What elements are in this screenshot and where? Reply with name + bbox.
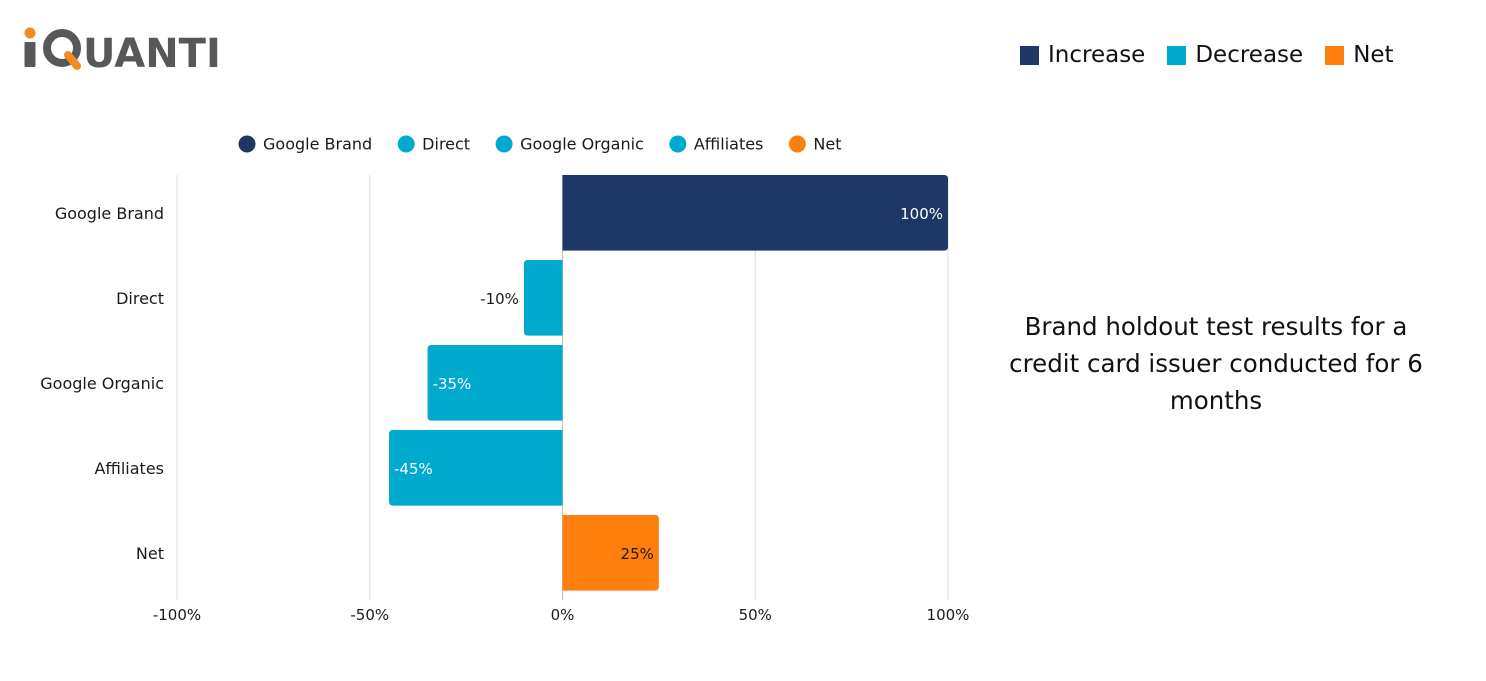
bars [389,175,948,591]
legend-label: Affiliates [694,135,764,154]
legend-dot-icon [669,135,687,153]
data-label: -10% [480,290,519,308]
legend-swatch-icon [1020,45,1039,65]
data-label: -45% [394,460,433,478]
iquanti-logo: UANTI [20,22,245,79]
top-legend-label: Decrease [1195,42,1304,68]
category-label: Net [136,544,164,563]
category-label: Google Organic [40,374,164,393]
legend-dot-icon [788,135,806,153]
top-legend: Increase Decrease Net [1020,42,1394,68]
x-tick-label: 50% [739,606,772,624]
data-label: 100% [900,205,943,223]
legend-label: Direct [422,135,470,154]
data-label: 25% [621,545,654,563]
category-label: Affiliates [94,459,164,478]
legend-dot-icon [397,135,415,153]
legend-swatch-icon [1325,45,1345,65]
data-label: -35% [433,375,472,393]
logo-q-tail [64,51,81,70]
category-labels: Google Brand Direct Google Organic Affiliat… [40,204,164,563]
top-legend-item-net: Net [1325,42,1394,68]
legend-dot-icon [495,135,513,153]
series-legend: Google Brand Direct Google Organic Affiliat… [238,135,841,154]
logo-q-ring [43,29,81,67]
bar-net [562,515,659,591]
bar-google-brand [562,175,948,251]
bar-google-organic [427,345,563,421]
category-label: Direct [116,289,164,308]
logo-i-stem [24,42,36,67]
x-tick-labels: -100% -50% 0% 50% 100% [153,606,970,624]
legend-label: Google Brand [263,135,372,154]
legend-swatch-icon [1167,45,1187,65]
logo-wordmark-graphic: UANTI [24,27,221,77]
logo-text: UANTI [83,31,221,74]
bar-direct [523,260,563,336]
x-tick-label: -100% [153,606,201,624]
chart-caption: Brand holdout test results for a credit … [1009,312,1423,415]
legend-label: Net [813,135,841,154]
legend-dot-icon [238,135,256,153]
value-labels: 100% -10% -35% -45% 25% [394,205,943,563]
top-legend-item-decrease: Decrease [1167,42,1303,68]
bar-chart: Google Brand Direct Google Organic Affiliat… [40,135,970,625]
category-label: Google Brand [55,204,164,223]
top-legend-label: Net [1353,42,1394,68]
bar-affiliates [389,430,563,506]
top-legend-item-increase: Increase [1020,42,1145,68]
x-tick-label: -50% [350,606,389,624]
x-tick-label: 100% [927,606,970,624]
logo-i-dot [24,27,36,39]
legend-label: Google Organic [520,135,644,154]
x-tick-label: 0% [551,606,575,624]
top-legend-label: Increase [1048,42,1146,68]
